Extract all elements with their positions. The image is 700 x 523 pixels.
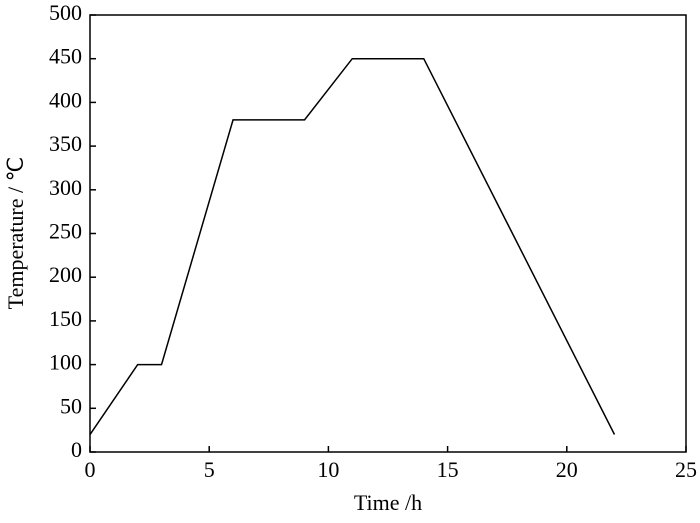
x-tick-label: 20 — [556, 457, 578, 482]
y-tick-label: 200 — [49, 262, 82, 287]
y-tick-label: 500 — [49, 0, 82, 25]
plot-frame — [89, 14, 687, 453]
x-tick-label: 0 — [85, 457, 96, 482]
y-tick-label: 450 — [49, 44, 82, 69]
y-tick-label: 50 — [60, 393, 82, 418]
y-tick-label: 350 — [49, 131, 82, 156]
y-tick-label: 150 — [49, 306, 82, 331]
x-tick-label: 25 — [675, 457, 697, 482]
y-axis-title: Temperature / ℃ — [3, 157, 28, 310]
x-tick-label: 15 — [437, 457, 459, 482]
x-tick-label: 10 — [317, 457, 339, 482]
y-tick-label: 400 — [49, 87, 82, 112]
y-tick-label: 250 — [49, 219, 82, 244]
y-tick-label: 0 — [71, 437, 82, 462]
x-axis-title: Time /h — [354, 490, 422, 515]
y-tick-label: 300 — [49, 175, 82, 200]
line-series — [89, 57, 616, 435]
x-tick-label: 5 — [204, 457, 215, 482]
y-tick-label: 100 — [49, 350, 82, 375]
